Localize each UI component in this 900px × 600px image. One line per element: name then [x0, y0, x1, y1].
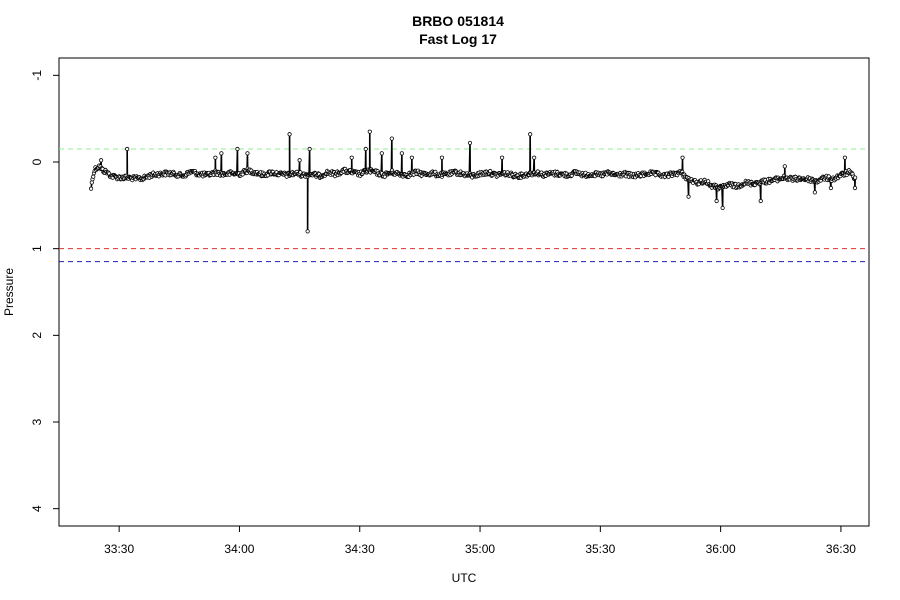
x-tick-label: 36:30 [826, 542, 856, 556]
y-tick-label: 0 [30, 158, 44, 165]
series-line [90, 131, 856, 232]
chart-subtitle: Fast Log 17 [419, 31, 497, 47]
y-tick-label: 4 [30, 505, 44, 512]
data-point [399, 151, 404, 156]
data-point [305, 229, 310, 234]
data-point [528, 132, 533, 137]
data-point [125, 146, 130, 152]
x-axis-label: UTC [452, 571, 477, 585]
x-tick-label: 35:00 [465, 542, 495, 556]
x-tick-label: 34:30 [345, 542, 375, 556]
data-point [213, 155, 218, 160]
data-point [532, 155, 537, 160]
data-point [91, 174, 96, 179]
data-point [720, 205, 725, 211]
data-point [307, 146, 312, 152]
data-point [367, 129, 372, 134]
data-point [379, 151, 384, 156]
data-point [287, 132, 292, 137]
y-tick-label: 1 [30, 245, 44, 252]
chart-title: BRBO 051814 [412, 13, 504, 29]
data-point [363, 146, 368, 152]
data-point [758, 198, 763, 204]
data-point [686, 194, 691, 199]
data-point [389, 136, 394, 141]
data-point [499, 155, 505, 160]
x-tick-label: 35:30 [585, 542, 615, 556]
data-point [852, 185, 858, 191]
reference-lines [59, 148, 869, 263]
x-tick-label: 33:30 [104, 542, 134, 556]
data-point [782, 164, 787, 169]
data-point [828, 185, 834, 191]
y-axis: -1 0 1 2 3 4 [30, 70, 59, 512]
data-point [219, 151, 224, 156]
y-axis-label: Pressure [2, 268, 16, 316]
data-point [714, 198, 719, 204]
data-point [488, 168, 493, 174]
data-point [297, 158, 302, 163]
y-tick-label: 3 [30, 418, 44, 425]
y-tick-label: 2 [30, 332, 44, 339]
data-point [235, 146, 240, 152]
data-point [245, 151, 250, 156]
x-tick-label: 34:00 [224, 542, 254, 556]
y-tick-label: -1 [30, 70, 44, 81]
data-point [812, 190, 817, 195]
data-point [467, 140, 473, 146]
x-axis: 33:30 34:00 34:30 35:00 35:30 36:00 36:30 [104, 526, 856, 556]
data-point [680, 155, 685, 160]
data-point [842, 155, 848, 160]
data-point [349, 155, 354, 160]
pressure-series [88, 129, 858, 234]
data-point [409, 155, 414, 160]
data-point [88, 186, 94, 191]
plot-frame [58, 57, 870, 527]
x-tick-label: 36:00 [706, 542, 736, 556]
data-point [439, 155, 445, 160]
data-point [99, 158, 104, 163]
data-point [89, 180, 94, 185]
data-point [853, 175, 858, 180]
